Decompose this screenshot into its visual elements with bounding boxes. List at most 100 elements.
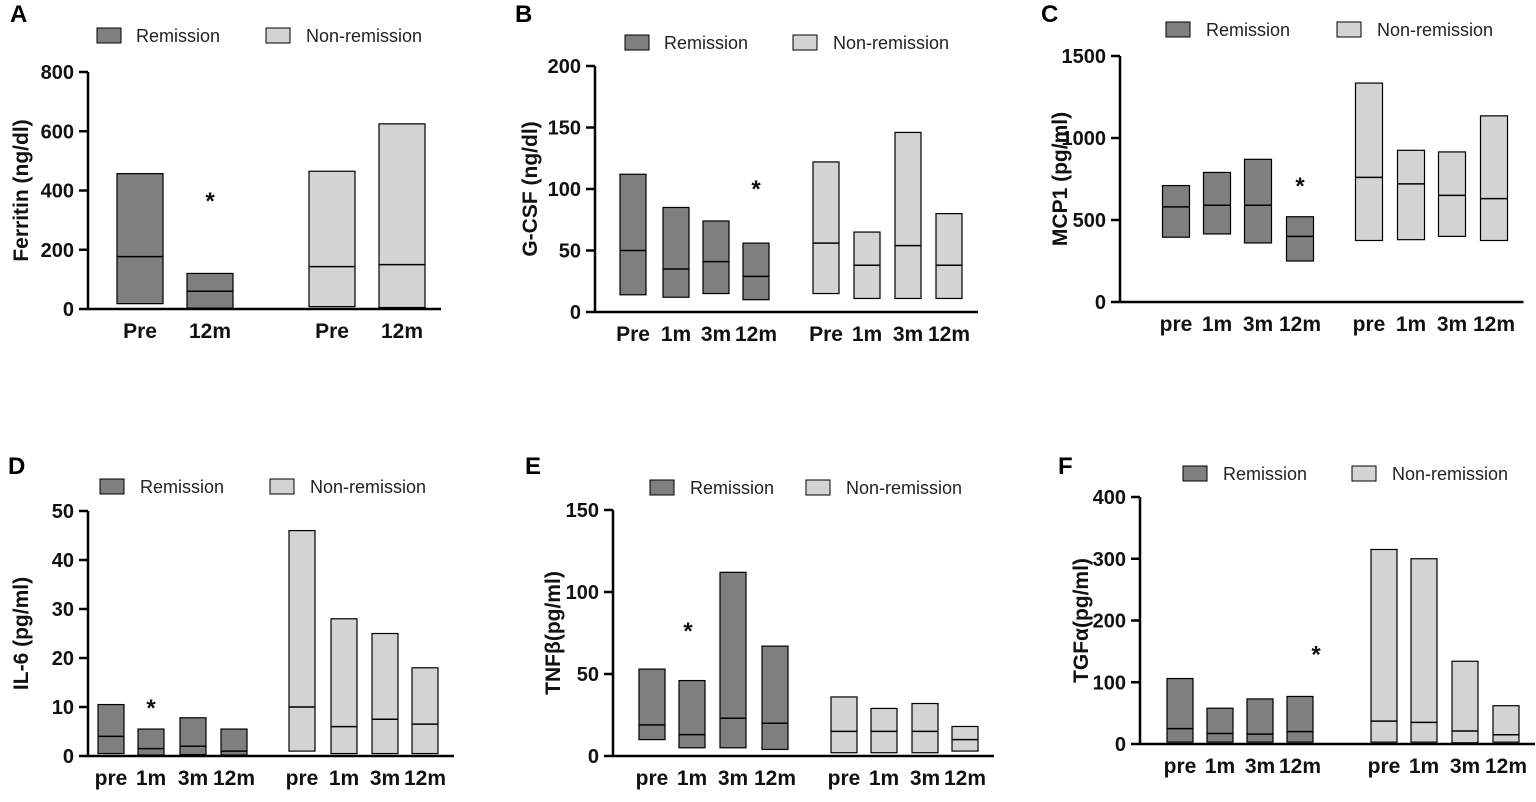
panel-a-y-tick-label: 600 [41, 121, 74, 143]
panel-f-bar-remission-pre [1166, 677, 1194, 743]
panel-a-letter: A [10, 1, 27, 28]
panel-c-bar-non-remission-12m [1479, 115, 1509, 242]
panel-b-y-axis-title: G-CSF (ng/dl) [519, 121, 542, 256]
panel-f-legend-swatch-remission [1182, 465, 1208, 482]
panel-d-y-tick-label: 10 [52, 697, 74, 719]
panel-f-bar-non-remission-3m [1451, 660, 1479, 744]
panel-d-y-axis-title: IL-6 (pg/ml) [10, 577, 33, 690]
panel-b-bar-remission-pre [619, 173, 647, 296]
panel-a-legend-label-remission: Remission [136, 26, 220, 46]
panel-a-y-tick-label: 200 [41, 240, 74, 262]
panel-f-y-tick-label: 200 [1093, 611, 1126, 633]
panel-e-bar-non-remission-1m [870, 707, 898, 754]
panel-c-bar-non-remission-1m [1396, 149, 1426, 241]
panel-c-legend-label-non-remission: Non-remission [1377, 20, 1493, 40]
panel-f-y-axis-title: TGFα(pg/ml) [1070, 558, 1093, 683]
panel-c-x-tick-label: pre [1160, 313, 1193, 336]
panel-a-legend-label-non-remission: Non-remission [306, 26, 422, 46]
panel-f-y-tick-label: 0 [1115, 734, 1126, 756]
panel-b-letter: B [515, 1, 532, 28]
panel-a-bar-non-remission-pre [308, 170, 356, 308]
panel-c-y-tick-label: 500 [1073, 210, 1106, 232]
panel-f-y-tick-label: 400 [1093, 487, 1126, 509]
panel-e-x-tick-label: 12m [944, 767, 986, 790]
panel-a-y-tick-label: 800 [41, 62, 74, 84]
panel-e-legend-label-remission: Remission [690, 478, 774, 498]
panel-b-x-tick-label: Pre [809, 323, 843, 346]
panel-e-x-tick-label: 12m [754, 767, 796, 790]
panel-b-x-tick-label: 3m [701, 323, 731, 346]
panel-d-x-tick-label: 1m [329, 767, 359, 790]
panel-f-bar-non-remission-12m [1492, 705, 1520, 743]
panel-c-letter: C [1041, 1, 1058, 28]
panel-b-legend-label-non-remission: Non-remission [833, 33, 949, 53]
panel-e-x-tick-label: pre [636, 767, 669, 790]
panel-d-y-tick-label: 20 [52, 648, 74, 670]
panel-c-bar-non-remission-pre [1354, 82, 1384, 242]
panel-b-x-tick-label: 1m [852, 323, 882, 346]
panel-e-bar-non-remission-3m [911, 702, 939, 754]
panel-c-bar-remission-3m [1243, 158, 1273, 244]
panel-b-x-tick-label: 1m [661, 323, 691, 346]
panel-d-x-tick-label: pre [286, 767, 319, 790]
panel-d-x-tick-label: 3m [178, 767, 208, 790]
panel-c-x-tick-label: 12m [1279, 313, 1321, 336]
panel-b-bar-remission-3m [702, 220, 730, 295]
panel-e-x-tick-label: 3m [910, 767, 940, 790]
panel-a-x-tick-label: Pre [123, 320, 157, 343]
panel-c-x-tick-label: 12m [1473, 313, 1515, 336]
panel-e-bar-non-remission-12m [951, 725, 979, 752]
panel-c-bar-remission-1m [1202, 171, 1232, 235]
panel-b-bar-non-remission-12m [935, 213, 963, 300]
panel-b-chart: B Remission Non-remission 0 50 100 150 200 G-CSF… [515, 1, 978, 346]
panel-e-chart: E Remission Non-remission 0 50 100 150 TNFβ(pg/… [525, 453, 994, 790]
panel-b-y-tick-label: 200 [548, 56, 581, 78]
panel-f-legend-swatch-non-remission [1351, 465, 1377, 482]
panel-c-x-tick-label: 1m [1396, 313, 1426, 336]
panel-a-y-axis-title: Ferritin (ng/dl) [10, 119, 33, 261]
panel-b-significance-star: * [751, 176, 761, 203]
panel-e-bar-remission-12m [761, 645, 789, 751]
panel-c-legend-swatch-non-remission [1336, 21, 1362, 38]
panel-f-y-tick-label: 100 [1093, 672, 1126, 694]
panel-e-legend-label-non-remission: Non-remission [846, 478, 962, 498]
panel-d-x-tick-label: 1m [136, 767, 166, 790]
panel-d-bar-non-remission-3m [371, 632, 399, 755]
panel-d-x-tick-label: pre [95, 767, 128, 790]
panel-e-x-tick-label: 3m [718, 767, 748, 790]
panel-b-bar-non-remission-3m [894, 131, 922, 300]
panel-f-x-tick-label: 1m [1409, 755, 1439, 778]
panel-f-chart: F Remission Non-remission 0 100 200 300 400 TGFα… [1058, 453, 1535, 778]
panel-a-significance-star: * [205, 188, 215, 215]
panel-c-significance-star: * [1295, 173, 1305, 200]
panel-c-x-tick-label: 3m [1437, 313, 1467, 336]
panel-d-legend-label-remission: Remission [140, 477, 224, 497]
panel-c-chart: C Remission Non-remission 0 500 1000 1500 MCP1 … [1041, 1, 1524, 336]
panel-d-legend-swatch-non-remission [269, 478, 295, 495]
panel-d-legend-label-non-remission: Non-remission [310, 477, 426, 497]
panel-d-bar-remission-1m [137, 728, 165, 756]
panel-e-y-tick-label: 0 [588, 746, 599, 768]
panel-b-y-tick-label: 50 [559, 241, 581, 263]
panel-f-letter: F [1058, 453, 1073, 480]
panel-f-y-tick-label: 300 [1093, 549, 1126, 571]
panel-e-bar-remission-3m [719, 571, 747, 749]
panel-c-y-tick-label: 0 [1095, 292, 1106, 314]
panel-f-bar-remission-1m [1206, 707, 1234, 743]
panel-f-bar-remission-3m [1246, 698, 1274, 743]
panel-d-bar-non-remission-pre [288, 529, 316, 752]
panel-a-legend-swatch-remission [96, 27, 122, 44]
panel-d-letter: D [8, 453, 25, 480]
panel-b-x-tick-label: 3m [893, 323, 923, 346]
panel-d-bar-remission-pre [97, 703, 125, 755]
panel-c-y-tick-label: 1000 [1062, 128, 1107, 150]
panel-b-bar-remission-12m [742, 242, 770, 301]
panel-c-legend-swatch-remission [1165, 21, 1191, 38]
panel-a-x-tick-label: 12m [189, 320, 231, 343]
panel-b-bar-remission-1m [662, 206, 690, 298]
panel-b-legend-swatch-non-remission [792, 34, 818, 51]
panel-e-legend-swatch-remission [649, 479, 675, 496]
panel-b-y-tick-label: 0 [570, 302, 581, 324]
panel-f-legend-label-remission: Remission [1223, 464, 1307, 484]
panel-e-letter: E [525, 453, 541, 480]
